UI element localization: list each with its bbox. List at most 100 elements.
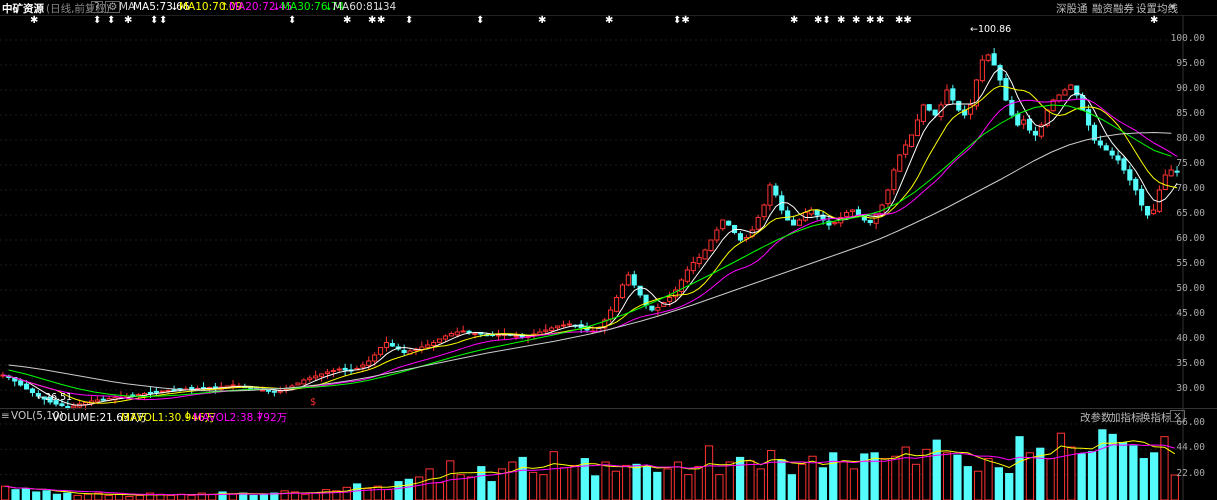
candle-body	[1162, 174, 1168, 191]
candle-body	[997, 65, 1003, 81]
event-star-icon[interactable]: ⬍	[150, 15, 159, 26]
ma30-arrow-down-icon: ↓	[324, 1, 333, 13]
candle-body	[560, 324, 567, 327]
candle-body	[1168, 169, 1174, 177]
volume-bar	[187, 494, 196, 500]
volume-bar	[11, 489, 20, 500]
price-tick-label: 35.00	[1176, 358, 1205, 369]
candle-body	[342, 367, 348, 371]
event-star-icon[interactable]: ✱	[1150, 15, 1159, 26]
volume-bar	[415, 476, 424, 500]
volume-bar	[922, 448, 931, 500]
price-tick-label: 85.00	[1176, 108, 1205, 119]
event-star-icon[interactable]: ⬍	[159, 15, 168, 26]
volume-value: VOLUME:21.637万	[52, 412, 147, 424]
event-markers-row: ✱ ⬍ ⬍ ✱ ⬍ ⬍ ⬍ ✱ ✱ ✱ ⬍ ⬍ ✱ ✱ ⬍✱ ✱ ✱⬍ ✱ ✱ …	[0, 15, 1217, 27]
candle-body	[47, 397, 53, 403]
event-star-icon[interactable]: ✱	[377, 15, 386, 26]
event-star-icon[interactable]: ✱⬍	[814, 15, 831, 26]
event-star-icon[interactable]: ✱	[368, 15, 377, 26]
candle-body	[1103, 145, 1109, 151]
event-star-icon[interactable]: ✱	[876, 15, 885, 26]
volume-grid	[0, 423, 1180, 476]
volume-bar	[1129, 445, 1138, 500]
event-star-icon[interactable]: ✱	[852, 15, 861, 26]
ma-lines-layer	[2, 67, 1178, 406]
event-star-icon[interactable]: ✱	[790, 15, 799, 26]
volume-bar	[228, 493, 238, 500]
candle-body	[454, 331, 460, 336]
candle-body	[1074, 85, 1080, 96]
ma60-value: MA60:81.34	[333, 1, 397, 13]
add-indicator-button[interactable]: 加指标	[1110, 412, 1142, 424]
candles-layer	[0, 48, 1180, 411]
candle-body	[979, 59, 985, 82]
event-star-icon[interactable]: ⬍	[405, 15, 414, 26]
candle-body	[1021, 119, 1027, 125]
volume-bar	[808, 455, 817, 500]
switch-indicator-button[interactable]: 换指标	[1140, 412, 1172, 424]
event-star-icon[interactable]: ✱	[343, 15, 352, 26]
event-star-icon[interactable]: ⬍✱	[673, 15, 690, 26]
event-star-icon[interactable]: ⬍	[476, 15, 485, 26]
price-tick-label: 100.00	[1170, 33, 1205, 44]
volume-bar	[197, 492, 206, 500]
volume-bar	[21, 487, 30, 500]
help-button[interactable]: ?	[91, 1, 103, 13]
candle-body	[436, 338, 443, 343]
volume-bar	[259, 493, 269, 500]
candle-body	[360, 364, 366, 368]
volume-bar	[321, 489, 331, 500]
volume-bar	[622, 464, 631, 500]
volume-bar	[963, 466, 972, 500]
volume-bar	[1005, 473, 1014, 500]
volume-bar	[1098, 429, 1107, 500]
candle-body	[1009, 99, 1015, 116]
event-star-icon[interactable]: ⬍	[93, 15, 102, 26]
event-star-icon[interactable]: ✱	[30, 15, 39, 26]
candle-body	[159, 390, 165, 393]
candle-body	[991, 53, 997, 66]
chevron-down-icon[interactable]: ▾	[1170, 1, 1176, 13]
ma-label: MA	[119, 1, 136, 13]
volume-bar	[384, 489, 393, 500]
volume-bar	[342, 486, 351, 500]
event-star-icon[interactable]: ⬍	[107, 15, 116, 26]
event-star-icon[interactable]: ✱✱	[895, 15, 912, 26]
candle-body	[690, 262, 696, 272]
volume-bar	[601, 461, 610, 500]
volume-settings-icon[interactable]: ≡	[1, 410, 10, 422]
settings-gear-icon[interactable]: ⚙	[105, 1, 121, 13]
candle-body	[23, 383, 30, 390]
volume-bar	[1170, 474, 1179, 500]
candle-body	[908, 134, 915, 147]
event-star-icon[interactable]: ✱	[605, 15, 614, 26]
candle-body	[466, 330, 472, 333]
link-ma-settings[interactable]: 设置均线	[1136, 3, 1178, 15]
event-star-icon[interactable]: ✱	[837, 15, 846, 26]
volume-bar	[591, 475, 600, 500]
volume-bar	[52, 493, 62, 500]
event-star-icon[interactable]: ✱	[538, 15, 547, 26]
edit-params-button[interactable]: 改参数	[1080, 412, 1112, 424]
volume-bar	[829, 452, 838, 500]
volume-bar	[249, 494, 258, 500]
dividend-marker[interactable]: $	[310, 397, 317, 408]
ma60-line	[8, 131, 1172, 392]
candle-body	[761, 204, 767, 218]
candle-body	[71, 405, 77, 409]
low-annotation: ←26.51	[37, 392, 73, 403]
candle-body	[720, 219, 726, 230]
candle-body	[1038, 124, 1044, 137]
event-star-icon[interactable]: ✱	[124, 15, 133, 26]
link-margin-trading[interactable]: 融资融券	[1092, 3, 1134, 15]
candle-body	[619, 284, 626, 299]
event-star-icon[interactable]: ⬍	[288, 15, 297, 26]
ma20-arrow-down-icon: ↓	[272, 1, 281, 13]
event-star-icon[interactable]: ✱	[866, 15, 875, 26]
close-icon[interactable]: ×	[1170, 410, 1185, 422]
price-tick-label: 50.00	[1176, 283, 1205, 294]
link-hk-connect[interactable]: 深股通	[1056, 3, 1088, 15]
stock-title[interactable]: 中矿资源	[2, 3, 44, 15]
